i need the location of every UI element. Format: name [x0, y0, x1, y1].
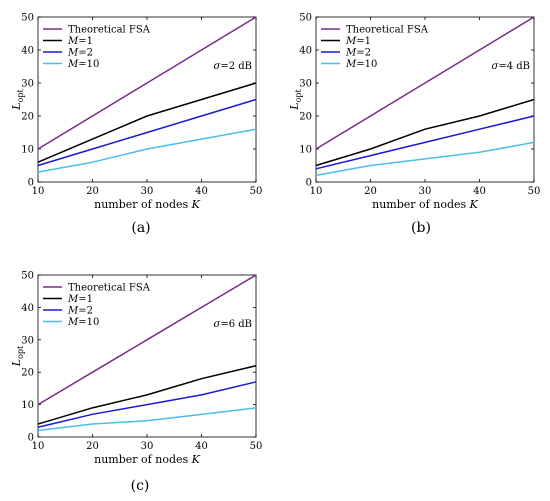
- series-line-3: [315, 115, 535, 170]
- y-tick-label: 30: [21, 335, 34, 346]
- x-tick-label: 20: [86, 186, 99, 197]
- panel-caption: (a): [131, 220, 150, 236]
- y-tick-label: 30: [299, 79, 312, 90]
- x-tick-label: 10: [32, 441, 45, 452]
- y-tick-label: 50: [299, 13, 312, 24]
- sigma-annotation: σ=4 dB: [492, 61, 531, 72]
- x-tick-label: 50: [250, 186, 263, 197]
- y-tick-label: 50: [21, 13, 34, 24]
- y-tick-label: 10: [299, 145, 312, 156]
- legend-entry: M=1: [67, 36, 93, 47]
- legend-entry: Theoretical FSA: [68, 283, 151, 294]
- x-tick-label: 40: [195, 186, 208, 197]
- y-tick-label: 50: [21, 271, 34, 282]
- x-tick-label: 30: [419, 186, 432, 197]
- legend-entry: M=1: [345, 36, 371, 47]
- legend-entry: M=10: [345, 59, 377, 70]
- x-tick-label: 50: [528, 186, 541, 197]
- y-tick-label: 20: [21, 368, 34, 379]
- panel-caption: (c): [131, 478, 150, 494]
- legend-entry: M=2: [67, 306, 93, 317]
- y-tick-label: 10: [21, 400, 34, 411]
- x-tick-label: 10: [310, 186, 323, 197]
- legend-entry: M=2: [67, 48, 93, 59]
- y-tick-label: 0: [28, 433, 34, 444]
- x-tick-label: 40: [473, 186, 486, 197]
- x-tick-label: 50: [250, 441, 263, 452]
- y-tick-label: 20: [21, 112, 34, 123]
- y-tick-label: 40: [299, 46, 312, 57]
- legend-entry: Theoretical FSA: [346, 25, 429, 36]
- x-tick-label: 40: [195, 441, 208, 452]
- series-line-2: [315, 98, 535, 167]
- x-tick-label: 30: [141, 441, 154, 452]
- y-tick-label: 0: [28, 178, 34, 189]
- series-line-4: [37, 407, 257, 432]
- series-line-3: [37, 98, 257, 167]
- y-tick-label: 40: [21, 46, 34, 57]
- sigma-annotation: σ=2 dB: [214, 61, 253, 72]
- legend-entry: M=1: [67, 294, 93, 305]
- x-tick-label: 30: [141, 186, 154, 197]
- y-tick-label: 20: [299, 112, 312, 123]
- series-line-1: [37, 274, 257, 406]
- legend-entry: Theoretical FSA: [68, 25, 151, 36]
- x-axis-label: number of nodes K: [372, 198, 479, 211]
- series-line-2: [37, 82, 257, 163]
- series-line-2: [37, 364, 257, 425]
- panel-caption: (b): [411, 220, 431, 236]
- x-tick-label: 20: [86, 441, 99, 452]
- y-axis-label: Lopt: [10, 345, 25, 367]
- y-tick-label: 10: [21, 145, 34, 156]
- x-axis-label: number of nodes K: [94, 198, 201, 211]
- x-tick-label: 20: [364, 186, 377, 197]
- x-tick-label: 10: [32, 186, 45, 197]
- x-axis-label: number of nodes K: [94, 453, 201, 466]
- legend-entry: M=2: [345, 48, 371, 59]
- series-line-1: [315, 16, 535, 150]
- y-tick-label: 30: [21, 79, 34, 90]
- legend-entry: M=10: [67, 317, 99, 328]
- series-line-3: [37, 381, 257, 429]
- y-tick-label: 40: [21, 303, 34, 314]
- series-line-4: [315, 141, 535, 177]
- legend-entry: M=10: [67, 59, 99, 70]
- y-axis-label: Lopt: [10, 88, 25, 110]
- y-axis-label: Lopt: [288, 88, 303, 110]
- y-tick-label: 0: [306, 178, 312, 189]
- sigma-annotation: σ=6 dB: [214, 319, 253, 330]
- series-line-1: [37, 16, 257, 150]
- series-line-4: [37, 128, 257, 173]
